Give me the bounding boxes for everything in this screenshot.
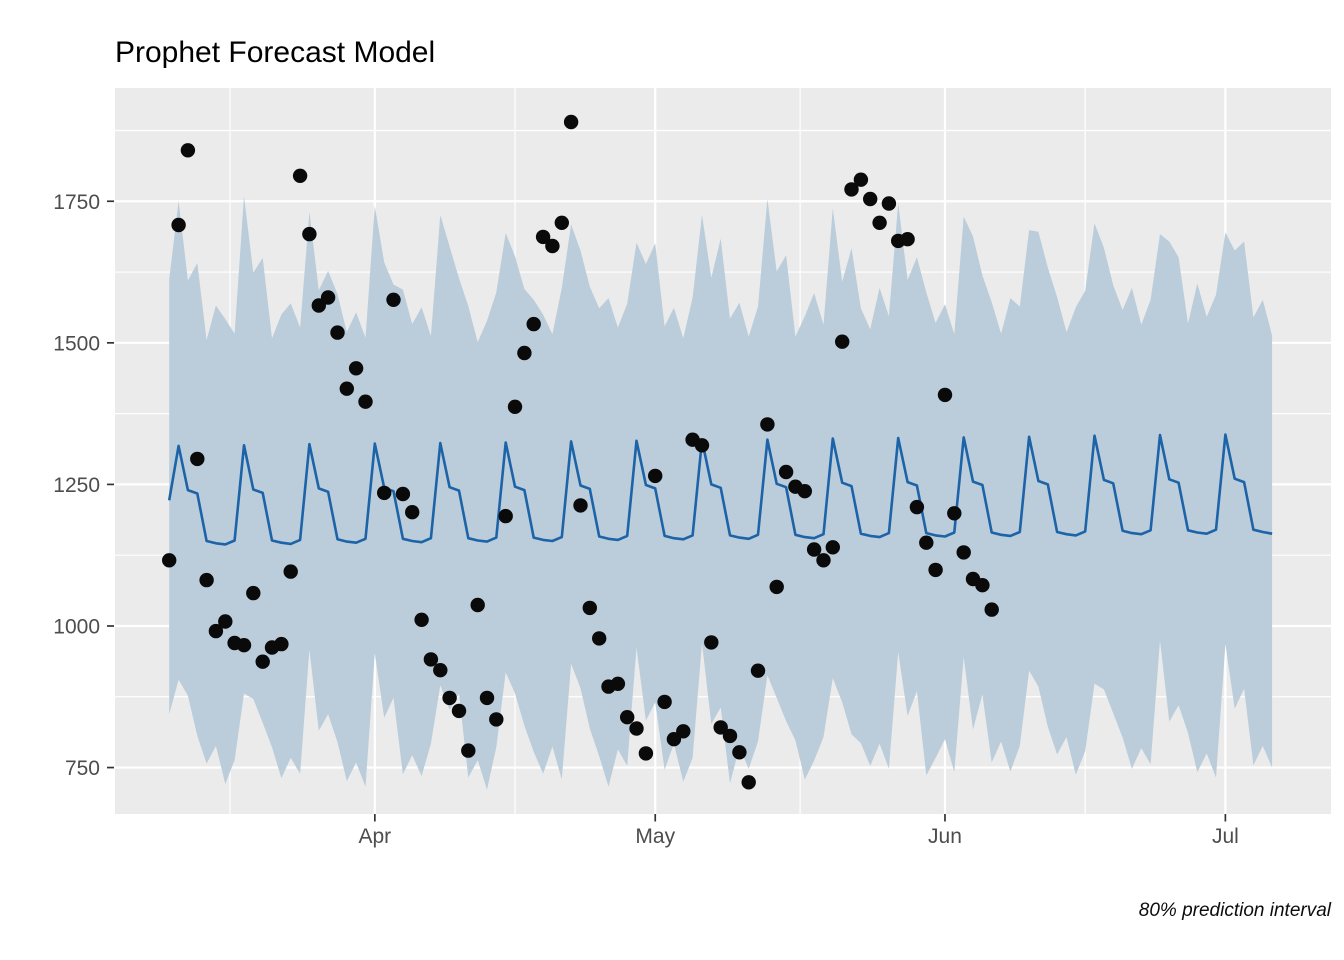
actual-point <box>835 334 850 349</box>
actual-point <box>162 553 177 568</box>
x-axis-tick-label: Jun <box>928 825 962 848</box>
actual-point <box>909 499 925 515</box>
y-axis-tick-label: 1500 <box>53 332 100 355</box>
actual-point <box>741 775 756 790</box>
actual-point <box>947 506 962 521</box>
actual-point <box>563 114 579 130</box>
forecast-line <box>167 433 1273 546</box>
actual-point <box>863 191 878 207</box>
actual-point <box>358 394 373 409</box>
actual-point <box>535 229 551 245</box>
y-axis-tick-label: 750 <box>65 757 100 780</box>
actual-point <box>582 600 597 616</box>
actual-point <box>853 172 869 187</box>
actual-point <box>302 226 317 242</box>
actual-point <box>732 745 747 760</box>
actual-point <box>769 579 784 595</box>
y-axis-tick-label: 1250 <box>53 474 100 497</box>
actual-point <box>620 710 635 725</box>
actual-point <box>956 545 971 560</box>
actual-point <box>928 562 943 578</box>
actual-point <box>657 694 672 710</box>
actual-point <box>489 712 504 727</box>
actual-point <box>797 484 812 499</box>
actual-point <box>461 743 476 758</box>
actual-point <box>479 690 495 706</box>
actual-point <box>900 232 915 247</box>
actual-point <box>451 703 467 719</box>
actual-point <box>292 168 308 183</box>
actual-point <box>180 143 196 158</box>
actual-point <box>713 720 728 735</box>
actual-point <box>405 505 420 520</box>
actual-point <box>666 732 682 747</box>
actual-point <box>414 612 429 627</box>
prediction-interval-caption: 80% prediction interval <box>1138 900 1331 921</box>
actual-point <box>386 292 401 307</box>
actual-point <box>311 298 326 313</box>
actual-point <box>507 399 523 414</box>
actual-point <box>208 623 224 639</box>
y-axis-tick-label: 1750 <box>53 191 100 214</box>
actual-point <box>806 542 822 557</box>
actual-point <box>872 215 887 230</box>
actual-point <box>648 468 663 484</box>
actual-point <box>554 215 569 230</box>
actual-point <box>377 485 392 501</box>
actual-point <box>760 417 775 432</box>
x-axis-tick-label: May <box>635 825 675 848</box>
actual-point <box>778 464 794 480</box>
actual-point <box>704 635 719 650</box>
actual-point <box>274 636 289 652</box>
actual-point <box>825 540 840 555</box>
actual-point <box>517 345 532 361</box>
actual-point <box>236 638 252 653</box>
actual-point <box>919 535 934 550</box>
actual-point <box>676 724 691 739</box>
actual-point <box>592 631 607 646</box>
actual-point <box>545 238 560 254</box>
actual-point <box>330 325 345 340</box>
chart-title: Prophet Forecast Model <box>115 36 436 69</box>
actual-point <box>844 182 859 197</box>
actual-point <box>629 721 644 736</box>
actual-point <box>395 486 411 502</box>
actual-point <box>423 652 439 667</box>
actual-point <box>498 508 513 524</box>
actual-point <box>638 746 654 761</box>
actual-point <box>881 196 897 211</box>
actual-point <box>339 381 354 396</box>
y-axis-tick-label: 1000 <box>53 615 100 638</box>
actual-point <box>526 316 541 332</box>
actual-point <box>610 676 626 691</box>
actual-point <box>573 498 588 513</box>
actual-point <box>722 728 738 744</box>
actual-point <box>975 578 990 593</box>
actual-point <box>255 654 270 669</box>
actual-point <box>190 451 205 467</box>
actual-point <box>171 217 186 233</box>
actual-point <box>199 572 214 588</box>
actual-point <box>433 663 448 678</box>
actual-point <box>984 602 999 617</box>
actual-point <box>816 553 831 568</box>
actual-point <box>283 564 298 579</box>
actual-point <box>348 361 364 376</box>
actual-point <box>442 690 457 706</box>
x-axis-tick-label: Jul <box>1212 825 1239 848</box>
actual-point <box>937 387 953 403</box>
actual-point <box>320 290 336 305</box>
x-axis-tick-label: Apr <box>358 825 391 848</box>
actual-point <box>694 438 710 453</box>
actual-point <box>470 597 485 613</box>
actual-point <box>750 663 766 678</box>
actual-point <box>218 614 233 629</box>
actual-point <box>246 585 261 601</box>
